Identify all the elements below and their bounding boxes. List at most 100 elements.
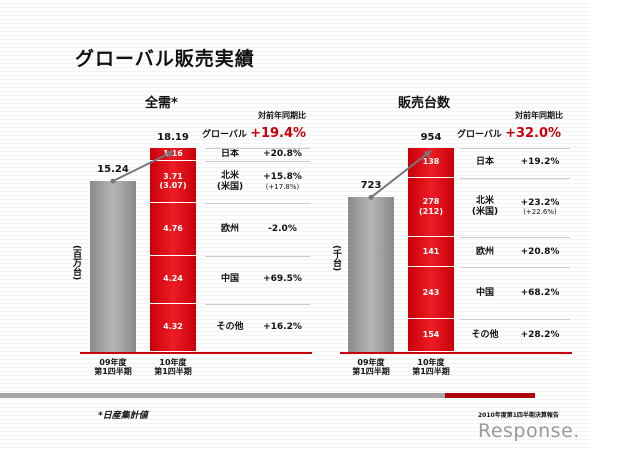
segment-label: 154 bbox=[422, 330, 440, 340]
total-label-current: 954 bbox=[420, 132, 442, 143]
change-value: +28.2% bbox=[520, 330, 560, 341]
region-label: 中国 bbox=[220, 274, 239, 285]
x-axis-label: 10年度 第1四半期 bbox=[154, 358, 192, 377]
y-axis-unit: (百万台) bbox=[71, 245, 81, 281]
region-change: +28.2% bbox=[510, 330, 570, 341]
region-label: 欧州 bbox=[220, 223, 239, 234]
global-change-row: グローバル +19.4% bbox=[202, 126, 306, 141]
region-name: 欧州 bbox=[205, 224, 255, 235]
region-sub-label: (米国) bbox=[216, 181, 244, 192]
chart-title: 全需* bbox=[145, 96, 178, 111]
chart-title: 販売台数 bbox=[398, 96, 451, 111]
region-row: 北米 (米国) +15.8% (+17.8%) bbox=[205, 161, 310, 203]
segment-label: 3.71 bbox=[163, 171, 183, 181]
row-divider bbox=[460, 236, 570, 238]
global-label: グローバル bbox=[202, 130, 247, 140]
region-row: 欧州 -2.0% bbox=[205, 203, 310, 256]
region-change: +20.8% bbox=[255, 149, 310, 160]
region-label: 中国 bbox=[475, 287, 494, 298]
segment-label: 4.76 bbox=[163, 224, 183, 233]
footnote: *日産集計値 bbox=[98, 411, 148, 421]
segment-label: 243 bbox=[422, 287, 440, 297]
baseline bbox=[80, 352, 312, 354]
region-row: 中国 +68.2% bbox=[460, 267, 570, 319]
bar-segment: 4.76 bbox=[150, 202, 196, 256]
region-name: 中国 bbox=[460, 288, 510, 299]
bar-segment: 4.32 bbox=[150, 303, 196, 352]
row-divider bbox=[205, 256, 310, 257]
row-divider bbox=[205, 202, 310, 204]
comparison-header: 対前年同期比 bbox=[258, 111, 306, 120]
total-label-current: 18.19 bbox=[157, 132, 189, 143]
region-row: 日本 +20.8% bbox=[205, 148, 310, 161]
region-change: +20.8% bbox=[510, 247, 570, 258]
segment-label: 138 bbox=[422, 157, 440, 167]
region-row: 北米 (米国) +23.2% (+22.6%) bbox=[460, 178, 570, 237]
change-value: +68.2% bbox=[520, 287, 560, 298]
segment-sub-label: (212) bbox=[418, 206, 443, 216]
row-divider bbox=[205, 148, 310, 149]
slide-title: グローバル販売実績 bbox=[75, 48, 255, 70]
region-name: 中国 bbox=[205, 274, 255, 285]
region-change: +69.5% bbox=[255, 274, 310, 285]
region-label: その他 bbox=[471, 330, 499, 341]
x-axis-label: 10年度 第1四半期 bbox=[412, 358, 450, 377]
change-sub-value: (+17.8%) bbox=[265, 183, 300, 191]
bar-segment: 3.71 (3.07) bbox=[150, 161, 196, 203]
total-label-previous: 723 bbox=[360, 180, 382, 192]
bar-segment: 278 (212) bbox=[408, 177, 454, 237]
change-value: +20.8% bbox=[520, 246, 560, 257]
segment-label: 278 bbox=[422, 197, 440, 207]
region-name: その他 bbox=[205, 322, 255, 333]
row-divider bbox=[460, 148, 570, 149]
row-divider bbox=[460, 177, 570, 179]
region-name: 日本 bbox=[205, 149, 255, 160]
segment-label: 1.16 bbox=[163, 149, 183, 159]
change-value: -2.0% bbox=[268, 223, 297, 234]
total-label-previous: 15.24 bbox=[97, 164, 129, 176]
change-value: +16.2% bbox=[263, 322, 302, 333]
region-change: +23.2% (+22.6%) bbox=[510, 198, 570, 217]
row-divider bbox=[460, 319, 570, 321]
footer-red-bar bbox=[445, 393, 535, 398]
region-row: その他 +28.2% bbox=[460, 319, 570, 352]
baseline bbox=[340, 352, 572, 354]
region-name: 北米 (米国) bbox=[205, 171, 255, 193]
region-label: 日本 bbox=[475, 157, 494, 168]
y-axis-unit: (千台) bbox=[331, 245, 341, 272]
global-label: グローバル bbox=[457, 130, 502, 140]
segment-label: 4.24 bbox=[163, 274, 183, 284]
region-label: 欧州 bbox=[475, 246, 494, 257]
bar-segment: 1.16 bbox=[150, 148, 196, 161]
region-label: 日本 bbox=[220, 149, 239, 160]
change-sub-value: (+22.6%) bbox=[523, 208, 557, 217]
bar-current-year: 1.16 3.71 (3.07) 4.76 4.24 4.32 bbox=[150, 148, 196, 352]
region-change: +19.2% bbox=[510, 157, 570, 168]
footer-gray-bar bbox=[0, 393, 445, 398]
global-change: +32.0% bbox=[505, 126, 562, 141]
row-divider bbox=[205, 161, 310, 162]
segment-label: 141 bbox=[422, 246, 440, 256]
bar-segment: 141 bbox=[408, 236, 454, 268]
row-divider bbox=[205, 303, 310, 305]
region-sub-label: (米国) bbox=[471, 207, 499, 218]
bar-previous-year bbox=[348, 197, 394, 352]
x-axis-label: 09年度 第1四半期 bbox=[94, 358, 132, 377]
segment-sub-label: (3.07) bbox=[159, 181, 187, 191]
change-value: +20.8% bbox=[263, 149, 302, 160]
change-value: +23.2% bbox=[520, 197, 560, 208]
report-title: 2010年度第1四半期決算報告 bbox=[478, 412, 559, 419]
region-name: 日本 bbox=[460, 157, 510, 168]
bar-segment: 4.24 bbox=[150, 256, 196, 304]
region-row: その他 +16.2% bbox=[205, 304, 310, 352]
region-row: 中国 +69.5% bbox=[205, 256, 310, 304]
segment-label: 4.32 bbox=[163, 322, 183, 332]
change-value: +19.2% bbox=[520, 157, 560, 168]
region-name: 欧州 bbox=[460, 247, 510, 258]
region-change: +68.2% bbox=[510, 288, 570, 299]
row-divider bbox=[460, 267, 570, 269]
change-value: +15.8% bbox=[263, 172, 302, 183]
region-change: -2.0% bbox=[255, 224, 310, 235]
bar-segment: 154 bbox=[408, 319, 454, 352]
slide: グローバル販売実績 全需* 対前年同期比 (百万台) 15.24 1.16 3.71 (3.… bbox=[0, 0, 590, 450]
